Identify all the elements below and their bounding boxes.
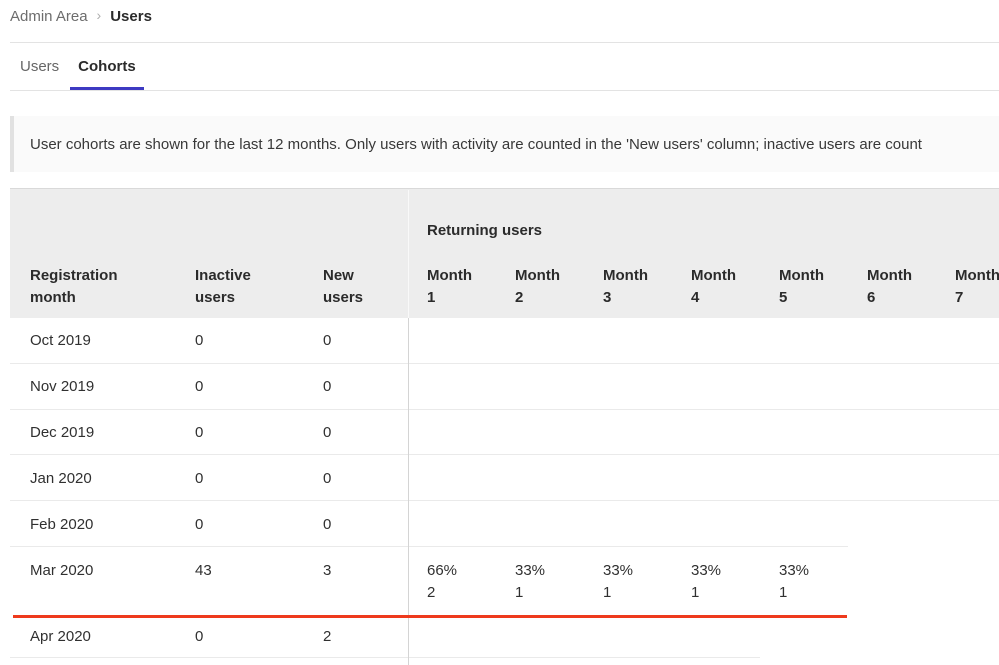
inactive-users-cell: 43 <box>195 561 212 579</box>
column-header-new-users: New users <box>323 267 364 306</box>
info-banner: User cohorts are shown for the last 12 m… <box>10 116 999 172</box>
returning-month-4-cell: 33% 1 <box>672 560 760 604</box>
row-border <box>10 545 848 547</box>
table-row-jan-2020: Jan 2020 0 0 <box>10 455 999 502</box>
breadcrumb-divider <box>10 42 999 43</box>
inactive-users-cell: 0 <box>195 332 204 350</box>
returning-users-column-divider <box>408 190 409 665</box>
returning-count: 1 <box>779 583 788 601</box>
inactive-users-cell: 0 <box>195 423 204 441</box>
returning-count: 1 <box>603 583 612 601</box>
new-users-cell: 0 <box>323 469 332 487</box>
returning-month-5-cell: 33% 1 <box>760 560 848 604</box>
table-row-apr-2020: Apr 2020 0 2 <box>10 616 999 658</box>
returning-month-3-cell: 33% 1 <box>584 560 672 604</box>
registration-month-cell: Feb 2020 <box>30 515 94 533</box>
returning-users-group-header: Returning users <box>427 222 543 239</box>
chevron-right-icon: › <box>96 7 102 23</box>
returning-percent: 33% <box>779 561 810 579</box>
new-users-cell: 2 <box>323 628 332 646</box>
registration-month-cell: Nov 2019 <box>30 378 95 396</box>
breadcrumb-users: Users <box>110 7 152 25</box>
row-border <box>10 454 999 456</box>
row-border <box>10 362 999 364</box>
returning-count: 1 <box>691 583 700 601</box>
breadcrumb: Admin Area › Users <box>10 6 152 26</box>
info-banner-text: User cohorts are shown for the last 12 m… <box>30 135 922 153</box>
column-header-month-2: Month 2 <box>515 267 560 306</box>
returning-percent: 33% <box>603 561 634 579</box>
column-header-month-3: Month 3 <box>603 267 648 306</box>
row-border <box>10 656 760 658</box>
table-row-feb-2020: Feb 2020 0 0 <box>10 501 999 547</box>
registration-month-cell: Jan 2020 <box>30 469 92 487</box>
table-row-oct-2019: Oct 2019 0 0 <box>10 318 999 364</box>
inactive-users-cell: 0 <box>195 628 204 646</box>
cohorts-table-header: Returning users Registration month Inact… <box>10 189 999 318</box>
new-users-cell: 0 <box>323 515 332 533</box>
column-header-month-1: Month 1 <box>427 267 472 306</box>
returning-count: 1 <box>515 583 524 601</box>
table-row-nov-2019: Nov 2019 0 0 <box>10 364 999 410</box>
returning-percent: 33% <box>691 561 722 579</box>
registration-month-cell: Dec 2019 <box>30 423 95 441</box>
breadcrumb-admin-area[interactable]: Admin Area <box>10 7 88 25</box>
inactive-users-cell: 0 <box>195 469 204 487</box>
returning-users-column-divider-header <box>408 190 409 318</box>
column-header-inactive-users: Inactive users <box>195 267 251 306</box>
row-border <box>10 408 999 410</box>
column-header-month-6: Month 6 <box>867 267 912 306</box>
column-header-month-4: Month 4 <box>691 267 736 306</box>
new-users-cell: 0 <box>323 378 332 396</box>
registration-month-cell: Mar 2020 <box>30 561 94 579</box>
returning-count: 2 <box>427 583 436 601</box>
registration-month-cell: Oct 2019 <box>30 332 91 350</box>
tab-cohorts[interactable]: Cohorts <box>70 43 144 90</box>
tab-bar-divider <box>10 90 999 91</box>
returning-percent: 66% <box>427 561 458 579</box>
new-users-cell: 3 <box>323 561 332 579</box>
annotation-red-line <box>13 615 847 618</box>
tab-users[interactable]: Users <box>20 58 60 75</box>
new-users-cell: 0 <box>323 332 332 350</box>
new-users-cell: 0 <box>323 423 332 441</box>
returning-month-1-cell: 66% 2 <box>408 560 496 604</box>
cohorts-table: Returning users Registration month Inact… <box>10 188 999 665</box>
tab-bar: Users Cohorts <box>12 43 147 90</box>
column-header-row: Registration month Inactive users New us… <box>10 265 999 309</box>
column-header-month-7: Month 7 <box>955 267 999 306</box>
row-border <box>10 500 999 502</box>
column-header-month-5: Month 5 <box>779 267 824 306</box>
column-header-registration-month: Registration month <box>30 267 118 306</box>
registration-month-cell: Apr 2020 <box>30 628 91 646</box>
returning-month-2-cell: 33% 1 <box>496 560 584 604</box>
inactive-users-cell: 0 <box>195 378 204 396</box>
table-row-mar-2020: Mar 2020 43 3 66% 2 33% 1 33% 1 33% 1 33… <box>10 547 999 616</box>
inactive-users-cell: 0 <box>195 515 204 533</box>
table-row-dec-2019: Dec 2019 0 0 <box>10 410 999 456</box>
returning-percent: 33% <box>515 561 546 579</box>
